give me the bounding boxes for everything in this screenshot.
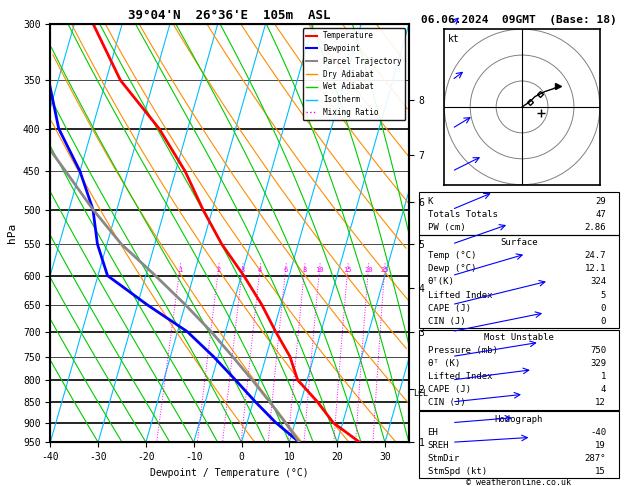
Text: 4: 4: [258, 266, 262, 273]
Text: 1: 1: [601, 372, 606, 381]
Text: 0: 0: [601, 317, 606, 326]
Text: CIN (J): CIN (J): [428, 317, 465, 326]
Text: Surface: Surface: [500, 238, 538, 247]
Text: 12: 12: [596, 399, 606, 407]
Text: kt: kt: [447, 34, 459, 44]
Text: -40: -40: [590, 428, 606, 436]
Text: CAPE (J): CAPE (J): [428, 304, 470, 312]
Text: StmDir: StmDir: [428, 454, 460, 463]
X-axis label: Dewpoint / Temperature (°C): Dewpoint / Temperature (°C): [150, 468, 309, 478]
Text: K: K: [428, 197, 433, 206]
Text: θᵀ(K): θᵀ(K): [428, 278, 455, 286]
Text: CIN (J): CIN (J): [428, 399, 465, 407]
Text: 24.7: 24.7: [584, 251, 606, 260]
Text: Lifted Index: Lifted Index: [428, 372, 492, 381]
Text: 47: 47: [596, 210, 606, 219]
Text: Dewp (°C): Dewp (°C): [428, 264, 476, 273]
Text: 2.86: 2.86: [584, 224, 606, 232]
Text: 8: 8: [303, 266, 306, 273]
Text: 15: 15: [343, 266, 352, 273]
Text: CAPE (J): CAPE (J): [428, 385, 470, 394]
Text: Pressure (mb): Pressure (mb): [428, 346, 498, 355]
Text: 5: 5: [601, 291, 606, 299]
Text: 06.06.2024  09GMT  (Base: 18): 06.06.2024 09GMT (Base: 18): [421, 15, 617, 25]
Text: © weatheronline.co.uk: © weatheronline.co.uk: [467, 478, 571, 486]
Text: Temp (°C): Temp (°C): [428, 251, 476, 260]
Legend: Temperature, Dewpoint, Parcel Trajectory, Dry Adiabat, Wet Adiabat, Isotherm, Mi: Temperature, Dewpoint, Parcel Trajectory…: [303, 28, 405, 120]
Text: 6: 6: [284, 266, 287, 273]
Text: Hodograph: Hodograph: [495, 415, 543, 423]
Text: Totals Totals: Totals Totals: [428, 210, 498, 219]
Text: Lifted Index: Lifted Index: [428, 291, 492, 299]
Text: 19: 19: [596, 441, 606, 450]
Text: SREH: SREH: [428, 441, 449, 450]
Text: 1: 1: [177, 266, 182, 273]
Text: 0: 0: [601, 304, 606, 312]
Text: 287°: 287°: [584, 454, 606, 463]
Text: 29: 29: [596, 197, 606, 206]
Text: 4: 4: [601, 385, 606, 394]
Text: 2: 2: [216, 266, 221, 273]
Text: 15: 15: [596, 467, 606, 476]
Text: Most Unstable: Most Unstable: [484, 333, 554, 342]
Text: 324: 324: [590, 278, 606, 286]
Text: StmSpd (kt): StmSpd (kt): [428, 467, 487, 476]
Text: θᵀ (K): θᵀ (K): [428, 359, 460, 368]
Text: 3: 3: [240, 266, 245, 273]
Text: 329: 329: [590, 359, 606, 368]
Text: PW (cm): PW (cm): [428, 224, 465, 232]
Title: 39°04'N  26°36'E  105m  ASL: 39°04'N 26°36'E 105m ASL: [128, 9, 331, 22]
Text: EH: EH: [428, 428, 438, 436]
Text: 10: 10: [315, 266, 324, 273]
Text: LCL: LCL: [413, 389, 428, 398]
Y-axis label: hPa: hPa: [8, 223, 18, 243]
Text: 12.1: 12.1: [584, 264, 606, 273]
Text: 20: 20: [364, 266, 372, 273]
Text: 750: 750: [590, 346, 606, 355]
Text: 25: 25: [381, 266, 389, 273]
